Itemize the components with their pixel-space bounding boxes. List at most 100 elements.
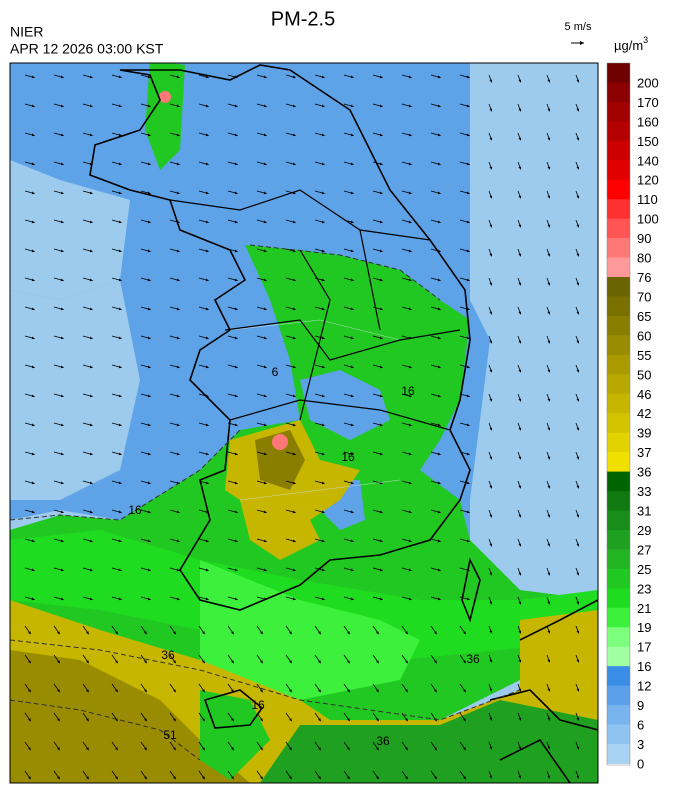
colorbar-label: 16 [637,659,651,674]
wind-arrow-head [292,162,296,166]
wind-arrow-head [292,104,296,108]
colorbar-segment [607,568,630,589]
wind-arrow-head [408,162,412,166]
colorbar-label: 100 [637,212,659,227]
wind-arrow-head [321,481,325,485]
wind-arrow-head [350,539,354,543]
wind-arrow-head [234,104,238,108]
wind-arrow-head [321,539,325,543]
colorbar-segment [607,471,630,492]
wind-arrow-head [547,746,551,750]
wind-arrow-head [89,423,93,427]
wind-arrow-head [231,631,234,635]
coastline [489,599,598,783]
wind-arrow-head [518,311,522,315]
colorbar-label: 110 [637,192,658,207]
wind-arrow-head [60,481,64,485]
wind-arrow-head [437,75,441,79]
wind-arrow-head [379,394,383,398]
wind-arrow-head [518,166,522,170]
wind-arrow-head [576,746,580,750]
colorbar-label: 17 [637,640,651,655]
colorbar-segment [607,315,630,336]
wind-arrow-head [376,689,379,693]
wind-arrow-head [321,336,325,340]
wind-arrow-head [379,191,383,195]
wind-arrow-head [231,660,234,664]
wind-arrow-head [405,776,408,780]
wind-arrow-head [173,660,176,664]
colorbar-segment [607,140,630,161]
wind-arrow-head [60,75,64,79]
wind-arrow-head [576,398,580,402]
wind-arrow-head [379,510,383,514]
wind-arrow-head [576,775,580,779]
wind-scale-label: 5 m/s [565,21,592,33]
colorbar-segment [607,63,630,83]
wind-arrow-head [176,75,180,79]
wind-arrow-head [437,539,441,543]
wind-arrow-head [576,79,580,83]
wind-arrow-head [576,456,580,460]
wind-arrow-head [205,191,209,195]
wind-arrow-head [350,510,354,514]
wind-arrow-head [234,191,238,195]
colorbar-label: 19 [637,620,651,635]
wind-arrow-head [489,572,493,576]
wind-arrow-head [176,278,180,282]
wind-arrow-head [31,191,35,195]
wind-arrow-head [31,394,35,398]
wind-arrow-head [379,75,383,79]
wind-arrow-head [28,660,31,664]
colorbar-label: 90 [637,231,651,246]
wind-arrow-head [202,776,205,780]
wind-arrow-head [518,79,522,83]
wind-arrow-head [89,75,93,79]
wind-arrow-head [205,365,209,369]
wind-arrow-head [547,79,551,83]
wind-arrow-head [576,688,580,692]
wind-arrow-head [118,423,122,427]
wind-arrow-head [31,75,35,79]
wind-arrow-head [60,539,64,543]
wind-arrow-head [173,718,176,722]
wind-arrow-head [263,75,267,79]
wind-arrow-head [350,104,354,108]
wind-arrow-head [292,133,296,137]
wind-arrow-head [489,224,493,228]
wind-arrow-head [205,104,209,108]
wind-arrow-head [379,452,383,456]
wind-arrow-head [321,394,325,398]
colorbar-segment [607,685,630,706]
wind-arrow-head [144,660,147,664]
wind-arrow-head [437,597,441,601]
colorbar-segment [607,413,630,434]
wind-arrow-head [234,394,238,398]
wind-arrow-head [347,631,350,635]
wind-arrow-head [408,249,412,253]
wind-arrow-head [263,336,267,340]
wind-arrow-head [466,220,470,224]
colorbar-label: 39 [637,426,651,441]
colorbar-segment [607,160,630,181]
colorbar-segment [607,335,630,356]
colorbar-label: 36 [637,465,651,480]
wind-arrow-head [176,133,180,137]
wind-arrow-head [292,568,296,572]
wind-arrow-head [31,104,35,108]
unit: µg/m [614,38,643,53]
wind-arrow-head [408,191,412,195]
wind-arrow-head [202,689,205,693]
wind-arrow-head [173,689,176,693]
wind-arrow-head [405,718,408,722]
wind-arrow-head [263,249,267,253]
wind-arrow-head [576,282,580,286]
wind-arrow-head [376,631,379,635]
wind-arrow-head [547,311,551,315]
wind-arrow-head [405,631,408,635]
wind-arrow-head [31,481,35,485]
wind-arrow-head [379,336,383,340]
wind-arrow-head [489,514,493,518]
wind-arrow-head [60,133,64,137]
wind-arrow-head [437,336,441,340]
